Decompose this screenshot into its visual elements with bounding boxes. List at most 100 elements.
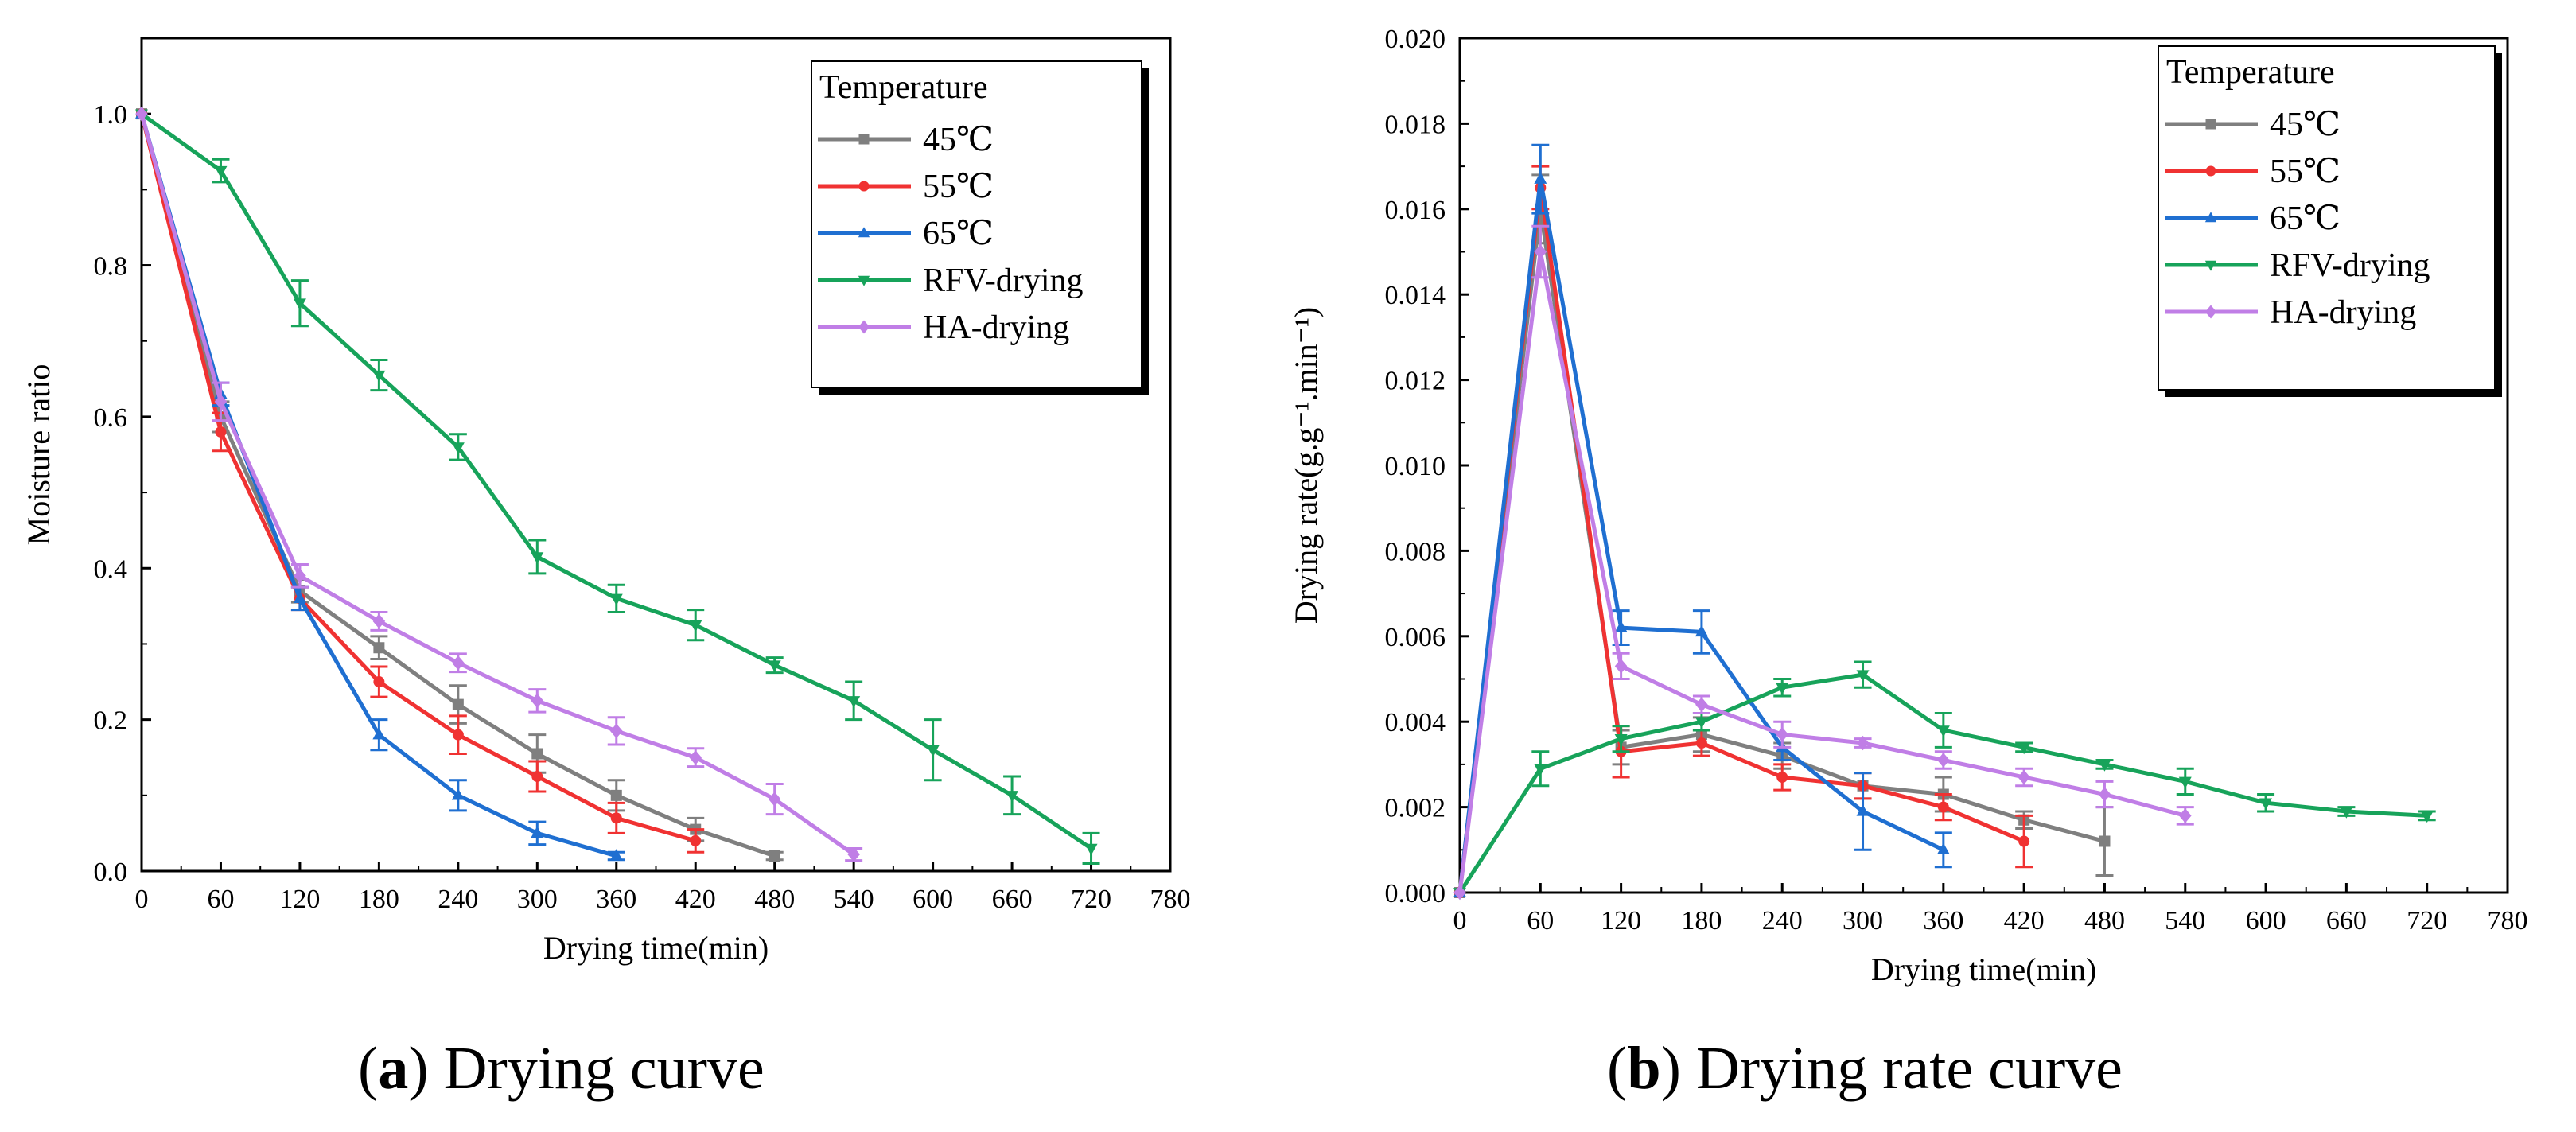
chart0-x-tick-label: 0: [135, 885, 149, 914]
chart1-data-point: [1856, 735, 1870, 751]
chart1-data-point: [1695, 737, 1707, 749]
chart1-y-tick-label: 0.004: [1385, 708, 1446, 737]
chart1-data-point: [2098, 787, 2111, 802]
drying-rate-curve-chart: 0 60 120 180 240 300 360 420 480 540 600 660 720 780 0…: [1288, 25, 2528, 987]
chart1-y-tick-label: 0.010: [1385, 452, 1446, 481]
chart1-x-tick-label: 420: [2004, 906, 2045, 936]
chart0-data-point: [293, 591, 306, 604]
caption-b-text: Drying rate curve: [1695, 1035, 2123, 1102]
caption-b-label: b: [1627, 1035, 1661, 1102]
chart0-series-0: [136, 108, 784, 862]
chart0-y-tick-label: 0.4: [94, 554, 128, 584]
chart0-legend-marker: [858, 227, 870, 238]
chart1-data-point: [2018, 769, 2030, 785]
chart1-x-tick-label: 240: [1762, 906, 1803, 936]
chart1-legend-marker: [2204, 305, 2217, 319]
chart0-series-line: [139, 113, 696, 843]
chart0-data-point: [689, 620, 702, 632]
chart1-y-tick-label: 0.002: [1385, 794, 1446, 823]
chart0-x-tick-label: 180: [359, 885, 399, 914]
chart0-data-point: [452, 729, 464, 741]
chart0-data-point: [373, 676, 385, 688]
chart0-data-point: [452, 655, 465, 671]
caption-a-label: a: [378, 1035, 409, 1102]
chart0-x-tick-label: 300: [517, 885, 558, 914]
chart1-series-line: [1457, 250, 2186, 893]
chart0-y-tick-label: 0.0: [94, 858, 128, 887]
chart0-data-point: [372, 613, 386, 629]
chart0-data-point: [531, 552, 544, 564]
chart0-y-tick-label: 1.0: [94, 100, 128, 130]
chart0-data-point: [372, 370, 386, 383]
chart1-data-point: [1614, 733, 1628, 746]
drying-curve-chart: 0 60 120 180 240 300 360 420 480 540 600 660 720 780 0…: [21, 37, 1191, 966]
chart1-legend-marker: [2204, 260, 2217, 271]
chart1-data-point: [1776, 727, 1789, 742]
chart1-data-point: [2018, 742, 2031, 755]
chart0-data-point: [135, 106, 148, 122]
caption-a-text: Drying curve: [443, 1035, 765, 1102]
chart1-legend-marker: [2205, 165, 2216, 177]
chart1-y-tick-label: 0.020: [1385, 25, 1446, 54]
chart0-data-point: [847, 846, 860, 862]
chart1-series-line: [1457, 185, 2025, 893]
chart0-data-point: [452, 698, 464, 710]
chart1-data-point: [1776, 772, 1788, 784]
chart1-data-point: [2420, 811, 2434, 823]
chart0-data-point: [609, 849, 623, 861]
chart0-data-point: [768, 792, 781, 807]
caption-a: (a) Drying curve: [358, 1035, 765, 1102]
chart0-legend-entry: 45℃: [923, 122, 994, 158]
chart1-legend-entry: RFV-drying: [2270, 247, 2430, 284]
chart0-data-point: [531, 771, 543, 783]
chart1-data-point: [1695, 717, 1708, 729]
chart1-x-tick-label: 0: [1453, 906, 1467, 936]
chart1-x-tick-label: 660: [2326, 906, 2367, 936]
chart1-legend-entry: HA-drying: [2270, 294, 2416, 331]
chart0-x-tick-label: 60: [207, 885, 234, 914]
chart0-data-point: [689, 750, 702, 765]
chart0-data-point: [531, 693, 544, 709]
caption-b: (b) Drying rate curve: [1607, 1035, 2123, 1102]
chart1-data-point: [1453, 885, 1466, 901]
chart0-x-tick-label: 420: [675, 885, 716, 914]
chart1-data-point: [1776, 683, 1789, 695]
chart1-y-tick-label: 0.018: [1385, 110, 1446, 139]
chart1-y-tick-label: 0.016: [1385, 196, 1446, 225]
chart1-legend-entry: 55℃: [2270, 154, 2341, 190]
chart0-series-line: [139, 113, 855, 857]
chart1-x-tick-label: 300: [1843, 906, 1883, 936]
chart1-x-axis-title: Drying time(min): [1871, 951, 2096, 987]
chart1-data-point: [1534, 172, 1547, 184]
chart1-data-point: [2098, 760, 2111, 772]
chart1-x-tick-label: 480: [2084, 906, 2125, 936]
chart0-data-point: [610, 812, 622, 824]
chart0-data-point: [373, 642, 385, 654]
chart0-x-tick-label: 240: [438, 885, 478, 914]
chart1-x-tick-label: 360: [1923, 906, 1963, 936]
chart1-data-point: [1534, 244, 1547, 259]
chart1-y-tick-label: 0.012: [1385, 367, 1446, 396]
chart0-legend-marker: [858, 134, 870, 145]
chart1-data-point: [1614, 659, 1628, 674]
chart0-legend-entry: 65℃: [923, 216, 994, 252]
chart1-data-point: [2340, 807, 2353, 819]
chart0-x-tick-label: 480: [754, 885, 795, 914]
chart1-x-tick-label: 720: [2407, 906, 2447, 936]
chart0-x-tick-label: 780: [1150, 885, 1191, 914]
chart0-data-point: [609, 593, 623, 606]
chart1-legend-marker: [2204, 212, 2217, 223]
chart1-x-tick-label: 180: [1681, 906, 1722, 936]
chart1-data-point: [1937, 753, 1950, 768]
chart0-series-1: [135, 108, 705, 854]
chart0-y-tick-label: 0.6: [94, 403, 128, 433]
chart0-data-point: [214, 165, 228, 178]
chart0-data-point: [214, 394, 228, 410]
chart0-legend-entry: 55℃: [923, 169, 994, 205]
chart1-x-tick-label: 780: [2488, 906, 2528, 936]
chart0-data-point: [768, 660, 781, 672]
chart1-data-point: [1856, 670, 1870, 682]
chart0-data-point: [293, 298, 306, 310]
chart0-legend-entry: HA-drying: [923, 309, 1069, 346]
chart0-data-point: [531, 826, 544, 838]
